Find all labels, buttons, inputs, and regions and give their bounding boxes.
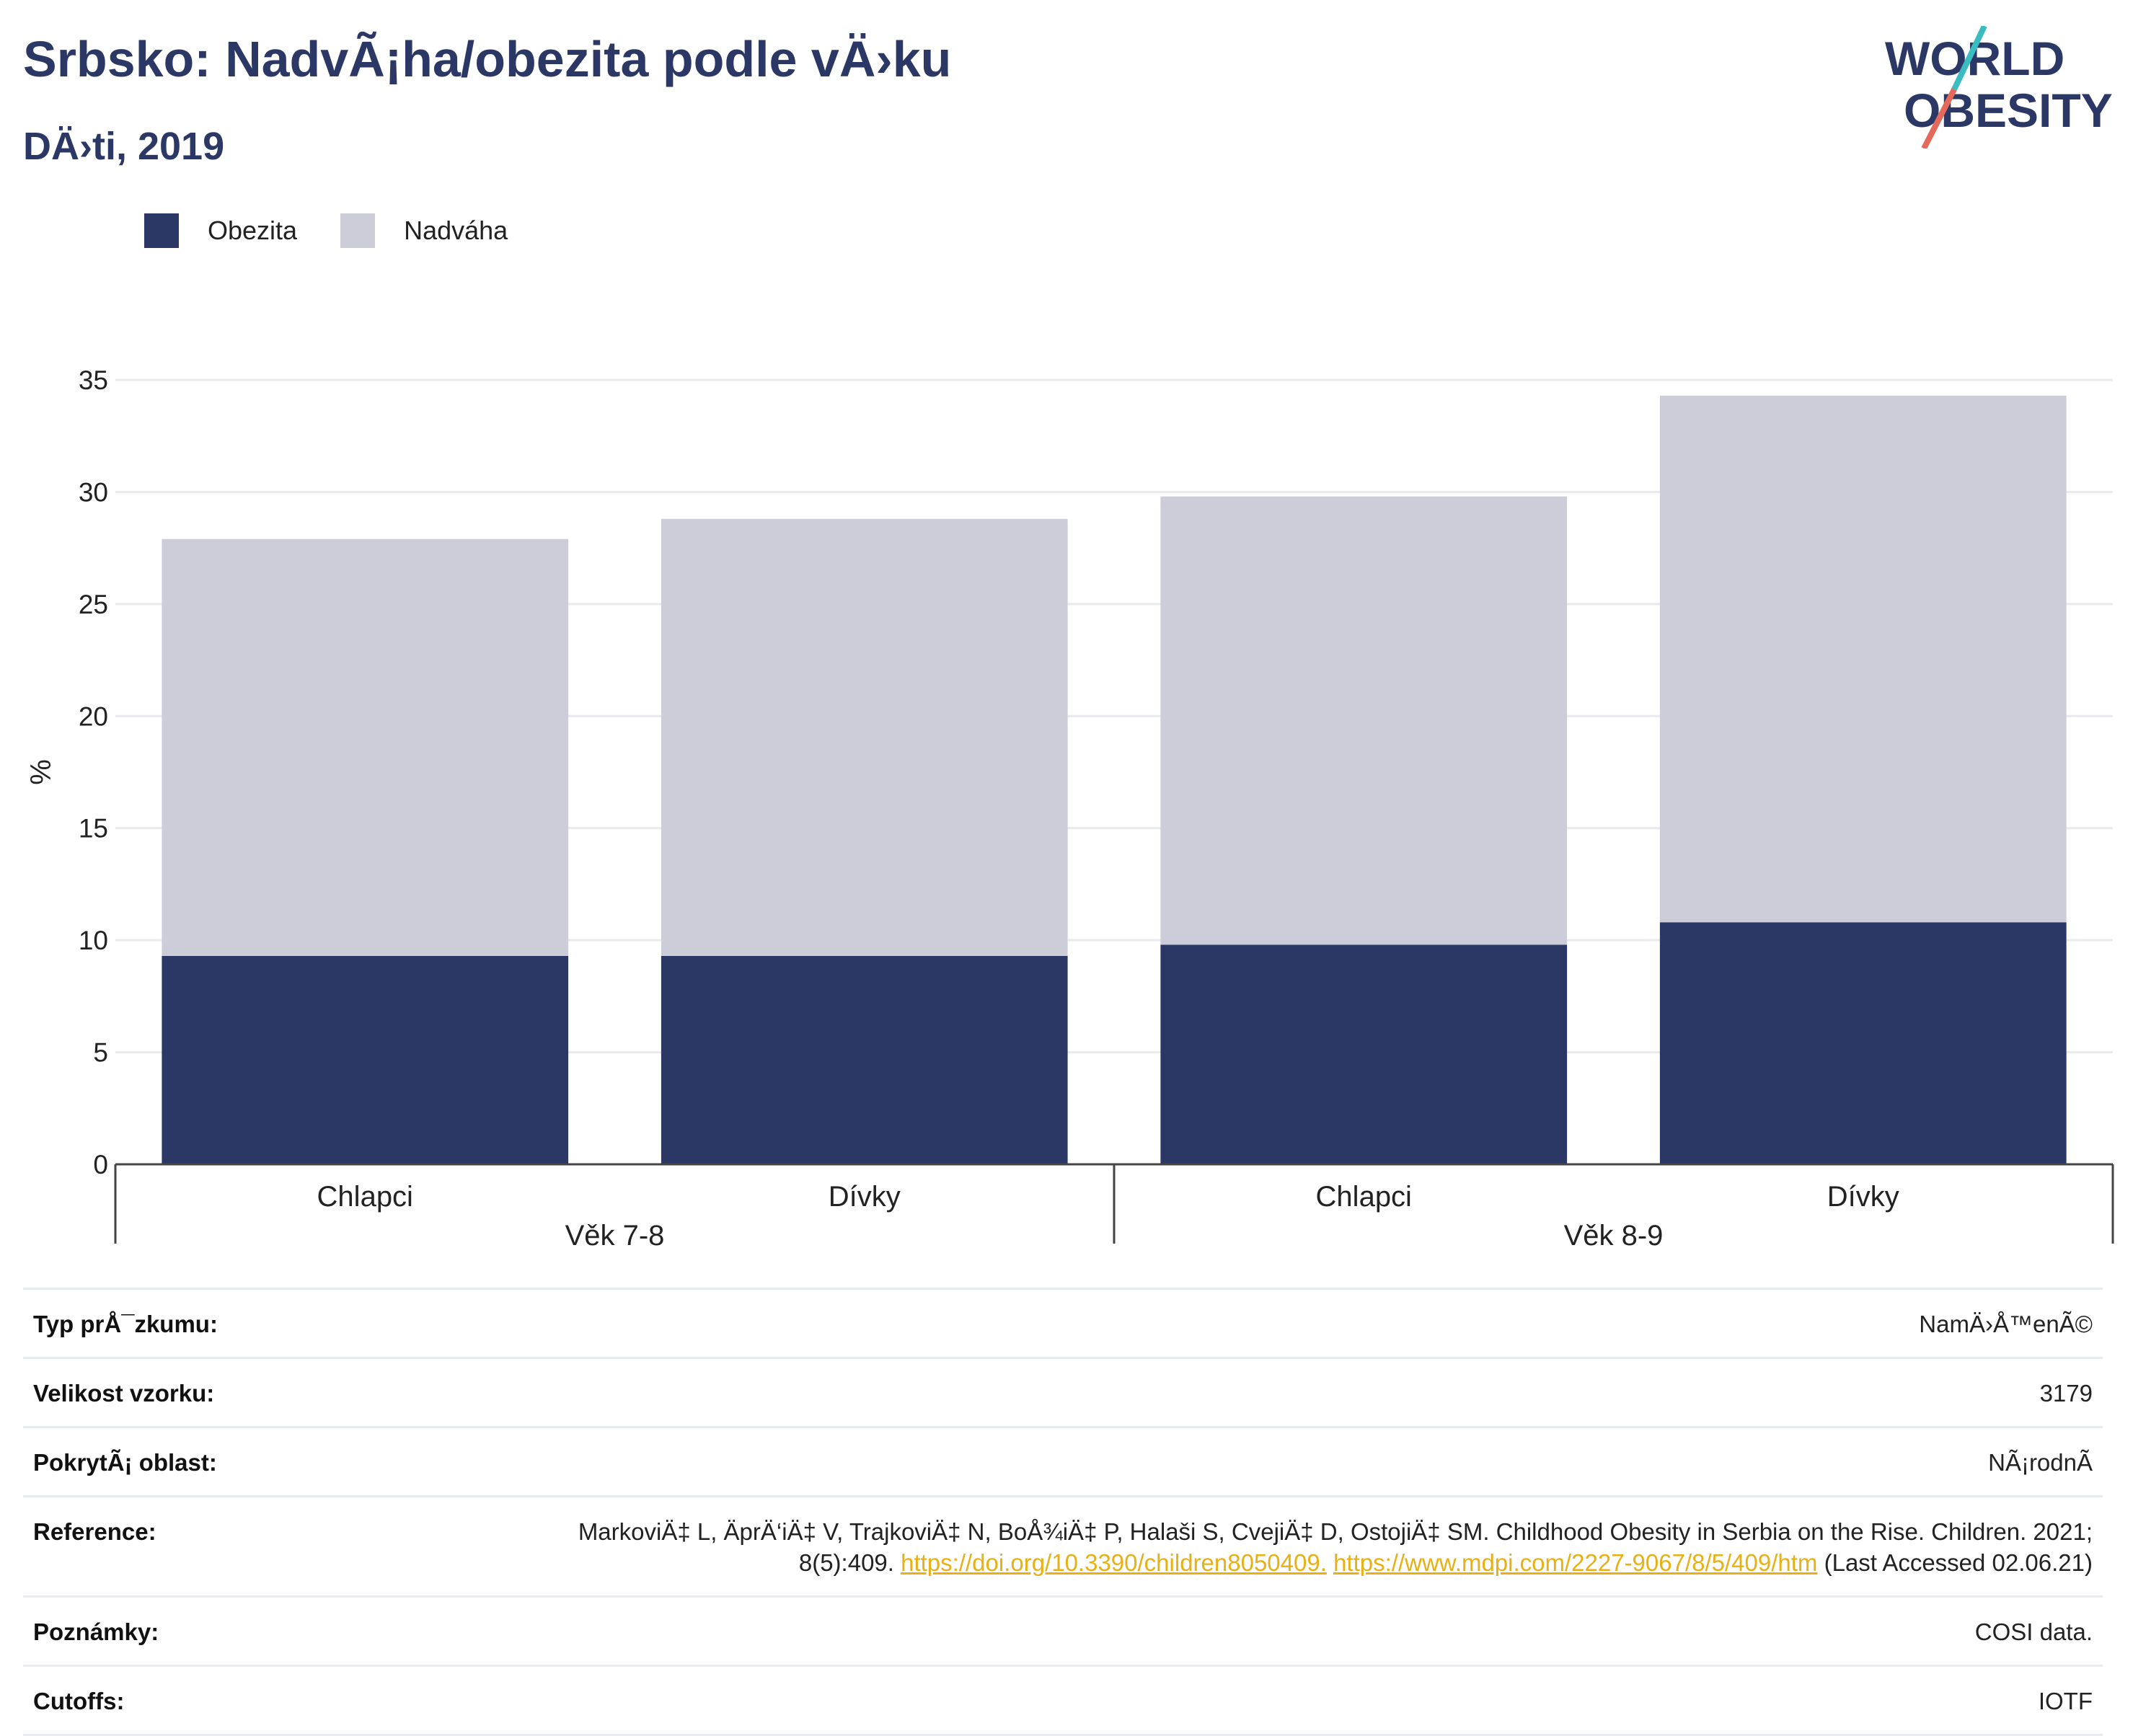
reference-mdpi-link[interactable]: https://www.mdpi.com/2227-9067/8/5/409/h… — [1333, 1549, 1818, 1576]
info-row-reference: Reference: MarkoviÄ‡ L, ÄprÄ‘iÄ‡ V, Traj… — [23, 1495, 2103, 1595]
chart-subtitle: DÄ›ti, 2019 — [23, 125, 225, 168]
info-label-survey-type: Typ prÅ¯zkumu: — [33, 1311, 218, 1337]
bar-obesity — [1659, 922, 2067, 1164]
y-tick-label: 35 — [79, 366, 108, 395]
y-tick-label: 15 — [79, 814, 108, 843]
info-label-reference: Reference: — [33, 1518, 156, 1545]
info-row-sample-size: Velikost vzorku: 3179 — [23, 1357, 2103, 1426]
y-tick-label: 30 — [79, 477, 108, 507]
x-tick-label: Chlapci — [1316, 1181, 1412, 1213]
x-tick-label: Dívky — [1827, 1181, 1899, 1213]
bar-obesity — [1160, 944, 1568, 1164]
x-tick-label: Chlapci — [317, 1181, 413, 1213]
y-tick-label: 5 — [93, 1038, 108, 1068]
y-tick-label: 20 — [79, 701, 108, 731]
info-value-area-covered: NÃ¡rodnÃ — [1988, 1449, 2093, 1476]
info-label-notes: Poznámky: — [33, 1618, 159, 1645]
reference-text: MarkoviÄ‡ L, ÄprÄ‘iÄ‡ V, TrajkoviÄ‡ N, B… — [578, 1518, 2093, 1576]
info-row-area-covered: PokrytÃ¡ oblast: NÃ¡rodnÃ — [23, 1426, 2103, 1495]
info-value-sample-size: 3179 — [2039, 1380, 2093, 1407]
info-row-cutoffs: Cutoffs: IOTF — [23, 1665, 2103, 1736]
x-tick-label: Dívky — [829, 1181, 901, 1213]
info-label-cutoffs: Cutoffs: — [33, 1688, 125, 1714]
y-axis-label: % — [25, 759, 57, 785]
bar-overweight — [1659, 395, 2067, 923]
group-label: Věk 8-9 — [1564, 1220, 1664, 1252]
info-value-notes: COSI data. — [1974, 1618, 2093, 1645]
survey-info-table: Typ prÅ¯zkumu: NamÄ›Å™enÃ© Velikost vzor… — [23, 1288, 2103, 1736]
logo-slash-teal — [1951, 26, 1987, 91]
legend-swatch-obesity — [144, 213, 179, 248]
info-row-survey-type: Typ prÅ¯zkumu: NamÄ›Å™enÃ© — [23, 1288, 2103, 1357]
y-tick-label: 25 — [79, 590, 108, 619]
legend-swatch-overweight — [340, 213, 376, 248]
bar-overweight — [162, 539, 569, 956]
info-value-cutoffs: IOTF — [2038, 1688, 2093, 1714]
y-tick-label: 10 — [79, 926, 108, 955]
bar-overweight — [661, 518, 1068, 956]
logo-word-obesity: OBESITY — [1904, 84, 2113, 137]
info-value-survey-type: NamÄ›Å™enÃ© — [1919, 1311, 2093, 1337]
y-tick-label: 0 — [93, 1150, 108, 1179]
legend-label-obesity: Obezita — [208, 216, 298, 245]
logo-slash-red — [1921, 88, 1957, 149]
info-value-reference: MarkoviÄ‡ L, ÄprÄ‘iÄ‡ V, TrajkoviÄ‡ N, B… — [542, 1516, 2093, 1578]
chart-legend: Obezita Nadváha — [144, 213, 551, 248]
legend-item-obesity[interactable]: Obezita — [144, 213, 297, 248]
reference-accessed: (Last Accessed 02.06.21) — [1817, 1549, 2093, 1576]
legend-item-overweight[interactable]: Nadváha — [340, 213, 508, 248]
bar-overweight — [1160, 496, 1568, 945]
info-label-area-covered: PokrytÃ¡ oblast: — [33, 1449, 217, 1476]
reference-doi-link[interactable]: https://doi.org/10.3390/children8050409. — [901, 1549, 1327, 1576]
legend-label-overweight: Nadváha — [404, 216, 508, 245]
bar-obesity — [661, 955, 1068, 1164]
bar-obesity — [162, 955, 569, 1164]
group-label: Věk 7-8 — [565, 1220, 665, 1252]
stacked-bar-chart: 0 5 10 15 20 25 30 35% Chlapci Dívky Chlapci Dívky V… — [25, 366, 2114, 1252]
info-label-sample-size: Velikost vzorku: — [33, 1380, 215, 1407]
chart-title: Srbsko: NadvÃ¡ha/obezita podle vÄ›ku — [23, 31, 952, 87]
info-row-notes: Poznámky: COSI data. — [23, 1595, 2103, 1665]
world-obesity-logo: WORLD OBESITY — [1885, 26, 2113, 149]
